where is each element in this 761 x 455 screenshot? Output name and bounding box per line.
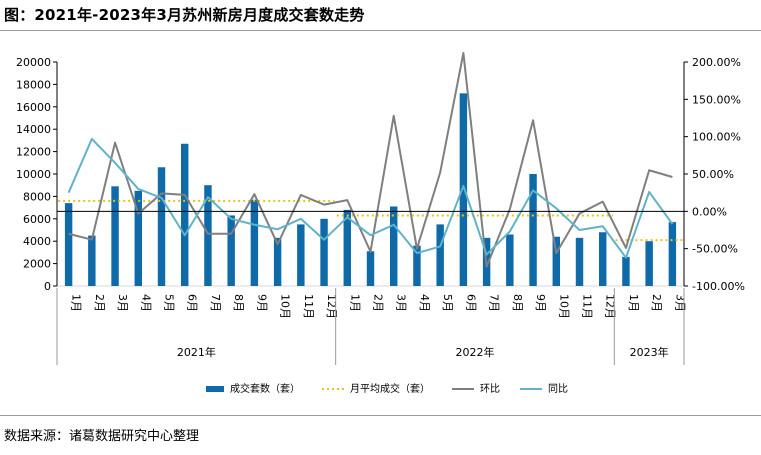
chart-title: 图：2021年-2023年3月苏州新房月度成交套数走势 bbox=[4, 6, 365, 24]
left-tick-label: 4000 bbox=[23, 235, 51, 248]
title-divider bbox=[0, 30, 761, 31]
bar bbox=[64, 203, 73, 286]
left-tick-label: 14000 bbox=[16, 123, 51, 136]
bar bbox=[668, 222, 677, 286]
x-tick-label: 12月 bbox=[604, 294, 617, 319]
x-tick-label: 1月 bbox=[627, 294, 640, 312]
bar bbox=[111, 186, 119, 286]
right-tick-label: 50.00% bbox=[692, 168, 734, 181]
footer-divider bbox=[0, 415, 761, 416]
bar bbox=[552, 236, 560, 286]
legend-label: 同比 bbox=[548, 383, 568, 395]
year-label: 2021年 bbox=[177, 345, 216, 359]
bar bbox=[575, 237, 584, 286]
x-tick-label: 4月 bbox=[418, 294, 431, 312]
x-tick-label: 11月 bbox=[302, 294, 315, 319]
x-tick-label: 3月 bbox=[116, 294, 129, 312]
line-series bbox=[67, 52, 674, 268]
x-tick-label: 12月 bbox=[325, 294, 338, 319]
bar bbox=[529, 174, 537, 286]
bar bbox=[273, 237, 282, 286]
bar bbox=[413, 245, 421, 286]
bar bbox=[320, 218, 328, 286]
left-tick-label: 8000 bbox=[23, 190, 51, 203]
bar bbox=[88, 235, 96, 286]
right-tick-label: -100.00% bbox=[692, 280, 745, 293]
x-tick-label: 6月 bbox=[464, 294, 477, 312]
mom-line bbox=[68, 52, 673, 268]
x-axis-ticks: 1月 2月 3月 4月 5月 6月 7月 8月 9月 10月 11月 12月 1月 2月 3月 4月 5月 6月 7… bbox=[70, 294, 687, 319]
bar bbox=[459, 93, 468, 286]
x-tick-label: 7月 bbox=[209, 294, 222, 312]
bar bbox=[157, 167, 166, 286]
bar bbox=[436, 224, 444, 286]
x-tick-label: 6月 bbox=[186, 294, 199, 312]
left-tick-label: 0 bbox=[44, 280, 51, 293]
right-axis-ticks: -100.00% -50.00% 0.00% 50.00% 100.00% 150.00%… bbox=[684, 56, 745, 293]
legend-swatch-bar bbox=[206, 386, 224, 392]
x-tick-label: 10月 bbox=[557, 294, 570, 319]
x-tick-label: 2月 bbox=[650, 294, 663, 312]
bar bbox=[645, 241, 653, 286]
left-tick-label: 10000 bbox=[16, 168, 51, 181]
legend: 成交套数（套） 月平均成交（套） 环比 同比 bbox=[206, 382, 568, 395]
x-tick-label: 2月 bbox=[372, 294, 385, 312]
bar bbox=[227, 215, 235, 286]
x-tick-label: 1月 bbox=[70, 294, 83, 312]
x-tick-label: 8月 bbox=[232, 294, 245, 312]
x-tick-label: 9月 bbox=[534, 294, 547, 312]
x-tick-label: 1月 bbox=[348, 294, 361, 312]
right-tick-label: -50.00% bbox=[692, 243, 738, 256]
left-axis-ticks: 0 2000 4000 6000 8000 10000 12000 14000 16000 180… bbox=[16, 56, 57, 293]
bar bbox=[343, 209, 351, 286]
yoy-line bbox=[67, 137, 674, 259]
bar-series bbox=[64, 93, 677, 286]
right-tick-label: 100.00% bbox=[692, 131, 741, 144]
left-tick-label: 20000 bbox=[16, 56, 51, 69]
year-label: 2022年 bbox=[456, 345, 495, 359]
x-tick-label: 4月 bbox=[139, 294, 152, 312]
right-tick-label: 0.00% bbox=[692, 205, 727, 218]
bar bbox=[390, 206, 398, 286]
chart-canvas: 0 2000 4000 6000 8000 10000 12000 14000 16000 180… bbox=[16, 52, 745, 395]
bar bbox=[181, 143, 189, 286]
x-tick-label: 11月 bbox=[581, 294, 594, 319]
bar bbox=[204, 185, 212, 286]
x-tick-label: 5月 bbox=[163, 294, 176, 312]
right-tick-label: 150.00% bbox=[692, 93, 741, 106]
year-label: 2023年 bbox=[630, 345, 669, 359]
bar bbox=[250, 199, 259, 286]
left-tick-label: 6000 bbox=[23, 213, 51, 226]
data-source: 数据来源：诸葛数据研究中心整理 bbox=[4, 429, 200, 444]
x-tick-label: 2月 bbox=[93, 294, 106, 312]
legend-label: 环比 bbox=[480, 383, 500, 395]
left-tick-label: 12000 bbox=[16, 146, 51, 159]
x-tick-label: 5月 bbox=[441, 294, 454, 312]
x-tick-label: 7月 bbox=[488, 294, 501, 312]
x-tick-label: 3月 bbox=[395, 294, 408, 312]
year-labels: 2021年 2022年 2023年 bbox=[56, 288, 685, 365]
legend-label: 月平均成交（套） bbox=[350, 382, 430, 395]
bar bbox=[297, 224, 305, 286]
x-tick-label: 10月 bbox=[279, 294, 292, 319]
monthly-average-series bbox=[58, 199, 683, 242]
bar bbox=[599, 232, 607, 286]
x-tick-label: 3月 bbox=[673, 294, 686, 312]
bar bbox=[622, 256, 630, 286]
right-tick-label: 200.00% bbox=[692, 56, 741, 69]
left-tick-label: 2000 bbox=[23, 258, 51, 271]
x-tick-label: 8月 bbox=[511, 294, 524, 312]
bar bbox=[366, 251, 375, 286]
left-tick-label: 18000 bbox=[16, 78, 51, 91]
bar bbox=[506, 234, 514, 286]
legend-label: 成交套数（套） bbox=[230, 382, 300, 395]
bar bbox=[134, 190, 142, 286]
left-tick-label: 16000 bbox=[16, 101, 51, 114]
x-tick-label: 9月 bbox=[255, 294, 268, 312]
